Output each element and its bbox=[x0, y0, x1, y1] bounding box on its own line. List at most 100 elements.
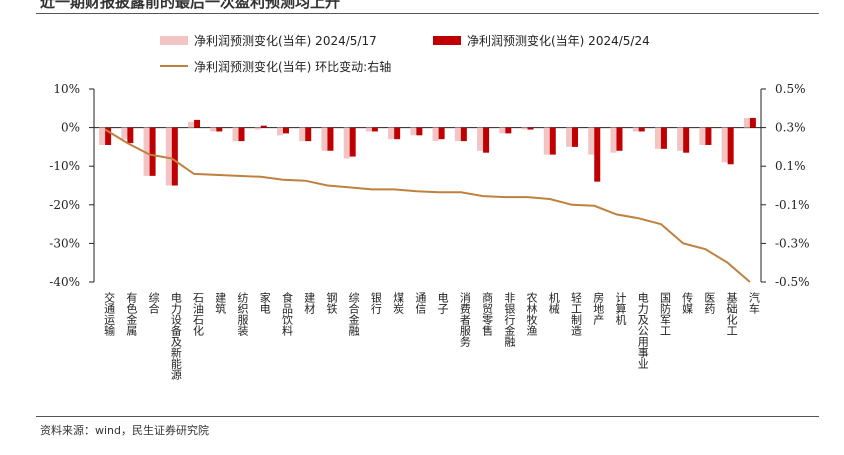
category-label: 煤炭 bbox=[392, 292, 405, 315]
bar-series1 bbox=[99, 127, 106, 145]
bar-series1 bbox=[543, 127, 550, 155]
bar-series2 bbox=[460, 127, 467, 142]
bar-series2 bbox=[282, 127, 289, 134]
bar-series1 bbox=[499, 127, 506, 134]
bar-series1 bbox=[566, 127, 573, 147]
right-tick-label: -0.1% bbox=[775, 198, 810, 212]
bar-series1 bbox=[632, 127, 639, 132]
category-label: 非银行金融 bbox=[503, 292, 516, 348]
category-label: 机械 bbox=[547, 291, 560, 315]
bar-series1 bbox=[654, 127, 661, 149]
bar-series2 bbox=[416, 127, 423, 136]
bar-series2 bbox=[483, 127, 490, 153]
bar-series1 bbox=[299, 127, 306, 142]
left-tick-label: -20% bbox=[49, 198, 80, 212]
category-label: 医药 bbox=[703, 292, 716, 315]
bar-series2 bbox=[327, 127, 334, 151]
bar-series1 bbox=[276, 127, 283, 136]
bar-series2 bbox=[594, 127, 601, 182]
left-tick-label: -30% bbox=[49, 236, 80, 250]
source-note: 资料来源：wind，民生证券研究院 bbox=[40, 424, 210, 437]
category-label: 家电 bbox=[258, 291, 271, 314]
top-rule bbox=[36, 13, 819, 14]
bar-series1 bbox=[410, 127, 417, 136]
bar-series1 bbox=[143, 127, 150, 176]
bar-series2 bbox=[149, 127, 156, 176]
bar-series2 bbox=[660, 127, 667, 149]
bar-series1 bbox=[454, 127, 461, 142]
line-layer bbox=[104, 128, 751, 283]
category-label: 传媒 bbox=[681, 292, 694, 315]
bar-series2 bbox=[171, 127, 178, 186]
category-label: 轻工制造 bbox=[570, 291, 583, 336]
chart-title: 近一期财报披露前的最后一次盈利预测均上升 bbox=[40, 0, 341, 11]
category-label: 综合 bbox=[147, 291, 160, 314]
category-label: 银行 bbox=[369, 291, 382, 315]
category-label: 建筑 bbox=[214, 291, 227, 314]
bar-series1 bbox=[388, 127, 395, 140]
category-label: 电力及公用事业 bbox=[636, 292, 649, 369]
category-label: 基础化工 bbox=[725, 292, 738, 336]
bar-series2 bbox=[616, 127, 623, 151]
category-label: 电力设备及新能源 bbox=[169, 292, 182, 381]
bottom-rule bbox=[36, 416, 819, 417]
ticks-layer: 10% 0% -10% -20% -30% -40% 0.5% 0.3% 0.1% -0.1% -0… bbox=[49, 82, 809, 289]
bar-series2 bbox=[549, 127, 556, 155]
bar-series1 bbox=[677, 127, 684, 151]
bar-series2 bbox=[727, 127, 734, 165]
bar-series1 bbox=[610, 127, 617, 153]
bar-series1 bbox=[521, 127, 528, 130]
bar-series1 bbox=[188, 121, 195, 128]
right-tick-label: 0.3% bbox=[775, 121, 806, 135]
bar-series2 bbox=[194, 119, 201, 128]
bar-series2 bbox=[638, 127, 645, 132]
bar-series2 bbox=[371, 127, 378, 132]
bar-series1 bbox=[477, 127, 484, 151]
bar-series1 bbox=[699, 127, 706, 145]
category-label: 计算机 bbox=[614, 292, 627, 325]
category-label: 电子 bbox=[436, 292, 449, 314]
bar-series2 bbox=[349, 127, 356, 157]
legend-swatch-series1 bbox=[160, 36, 188, 45]
bars-layer bbox=[99, 117, 756, 186]
category-label: 建材 bbox=[303, 291, 316, 314]
bar-series2 bbox=[683, 127, 690, 153]
bar-series1 bbox=[721, 127, 728, 163]
right-tick-label: -0.5% bbox=[775, 275, 810, 289]
category-label: 交通运输 bbox=[103, 291, 116, 337]
bar-series1 bbox=[321, 127, 328, 151]
legend-swatch-series2 bbox=[433, 36, 461, 45]
bar-series2 bbox=[705, 127, 712, 145]
bar-series1 bbox=[232, 127, 239, 142]
category-label: 钢铁 bbox=[325, 292, 338, 314]
legend-label-series2: 净利润预测变化(当年) 2024/5/24 bbox=[467, 33, 650, 48]
category-label: 消费者服务 bbox=[458, 291, 471, 347]
bar-series2 bbox=[505, 127, 512, 134]
bar-series2 bbox=[238, 127, 245, 142]
bar-series2 bbox=[394, 127, 401, 140]
bar-series1 bbox=[743, 117, 750, 128]
bar-series2 bbox=[260, 125, 267, 128]
bar-series1 bbox=[210, 127, 217, 132]
bar-series1 bbox=[165, 127, 172, 186]
bar-series2 bbox=[438, 127, 445, 140]
line-series3 bbox=[104, 128, 751, 283]
left-tick-label: -40% bbox=[49, 275, 80, 289]
bar-series2 bbox=[527, 127, 534, 130]
bar-series1 bbox=[254, 127, 261, 130]
category-label: 农林牧渔 bbox=[525, 291, 538, 337]
bar-series1 bbox=[588, 127, 595, 155]
bar-series2 bbox=[305, 127, 312, 142]
category-labels-layer: 交通运输 有色金属 综合 电力设备及新能源 石油石化 建筑 纺织服装 家电 食品饮料 建材 钢铁 综合… bbox=[103, 291, 761, 381]
bar-series1 bbox=[121, 127, 128, 140]
category-label: 汽车 bbox=[747, 291, 760, 315]
category-label: 食品饮料 bbox=[280, 291, 293, 337]
category-label: 房地产 bbox=[592, 292, 605, 326]
bar-series2 bbox=[749, 117, 756, 128]
category-label: 通信 bbox=[414, 292, 427, 315]
bar-series2 bbox=[216, 127, 223, 132]
category-label: 综合金融 bbox=[347, 291, 360, 337]
right-tick-label: 0.5% bbox=[775, 82, 806, 96]
legend: 净利润预测变化(当年) 2024/5/17 净利润预测变化(当年) 2024/5… bbox=[160, 33, 650, 74]
